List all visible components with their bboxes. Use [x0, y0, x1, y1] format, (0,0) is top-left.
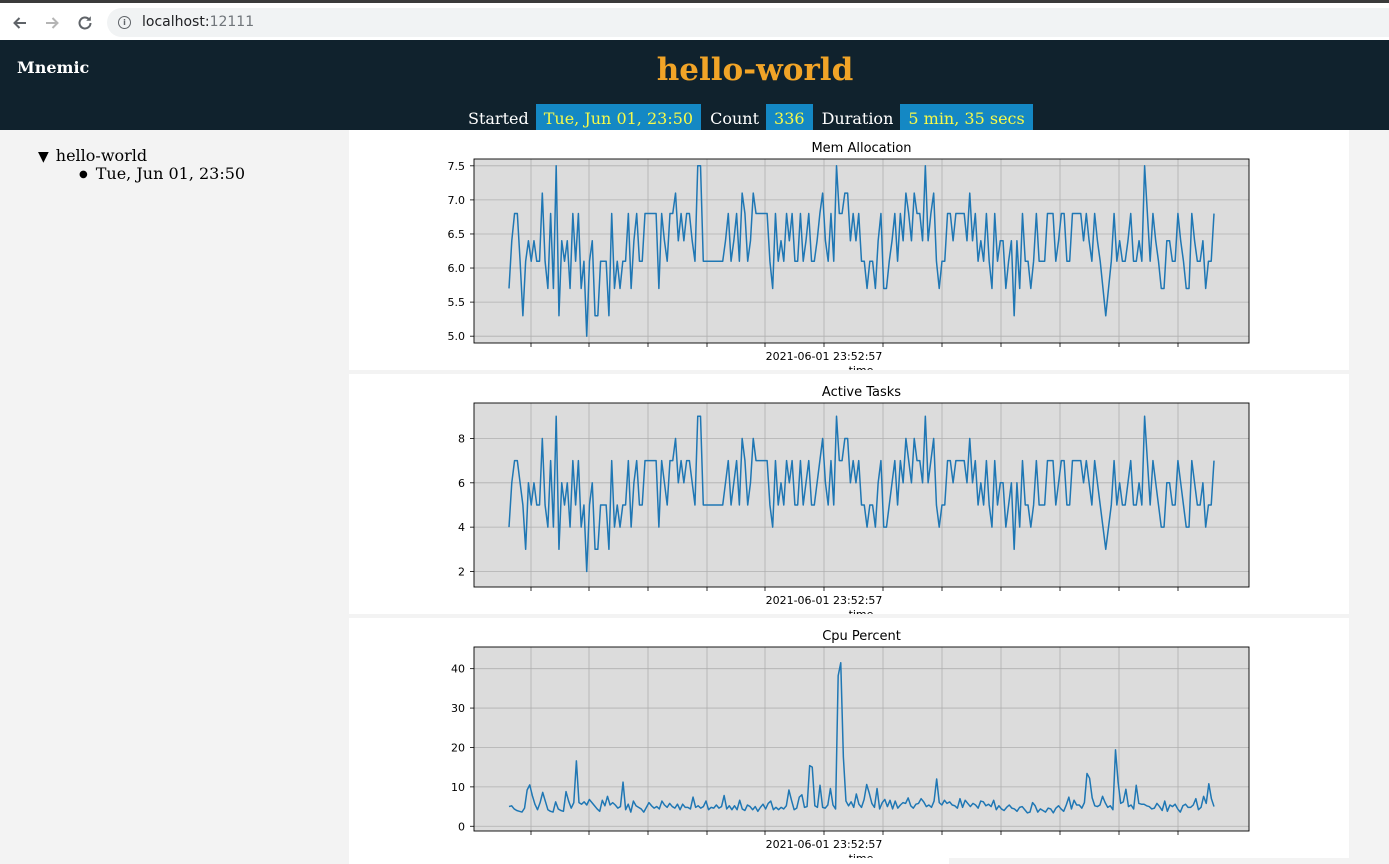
mem-allocation-axes-frame	[473, 158, 1250, 344]
cpu-percent-x-tick-label: 2021-06-01 23:52:57	[766, 838, 883, 851]
cpu-percent-y-tick-label: 10	[451, 781, 465, 794]
url-port: 12111	[209, 14, 255, 30]
cpu-percent-y-tick-label: 20	[451, 741, 465, 754]
tree-item-run-label[interactable]: Tue, Jun 01, 23:50	[95, 164, 246, 183]
active-tasks-y-tick-label: 2	[458, 565, 465, 578]
started-label: Started	[468, 109, 529, 128]
count-label: Count	[710, 109, 760, 128]
count-value: 336	[766, 104, 813, 130]
info-icon[interactable]: i	[118, 16, 131, 29]
sidebar: ▼ hello-world ● Tue, Jun 01, 23:50	[0, 130, 349, 864]
mem-allocation-y-tick-label: 6.0	[448, 262, 466, 275]
active-tasks-title: Active Tasks	[822, 385, 901, 400]
next-chart-panel-edge	[349, 858, 949, 864]
duration-label: Duration	[821, 109, 894, 128]
chart-panel-cpu-percent: 0 10 20 30 40 Cpu Percent 2021-06-01 23:52:57t…	[349, 618, 1349, 858]
cpu-percent-y-tick-label: 0	[458, 820, 465, 833]
chart-panel-mem-allocation: 5.0 5.5 6.0 6.5 7.0 7.5 Mem Allocation 2021-06-…	[349, 130, 1349, 370]
browser-toolbar: i localhost:12111	[0, 0, 1389, 40]
app-header: Mnemic hello-world Started Tue, Jun 01, …	[0, 40, 1389, 130]
cpu-percent-x-axis-label: time	[849, 852, 874, 858]
expand-triangle-icon[interactable]: ▼	[38, 149, 49, 165]
reload-icon[interactable]	[75, 13, 95, 33]
active-tasks-x-tick-label: 2021-06-01 23:52:57	[766, 594, 883, 607]
page-title: hello-world	[656, 52, 854, 88]
active-tasks-chart: 2 4 6 8 Active Tasks 2021-06-01 23:52:57time	[458, 385, 1250, 614]
mem-allocation-y-tick-label: 5.5	[448, 296, 466, 309]
mem-allocation-title: Mem Allocation	[811, 141, 911, 156]
cpu-percent-chart: 0 10 20 30 40 Cpu Percent 2021-06-01 23:52:57t…	[451, 629, 1250, 858]
mem-allocation-y-tick-label: 7.0	[448, 194, 466, 207]
mem-allocation-series-line	[508, 165, 1215, 337]
duration-value: 5 min, 35 secs	[900, 104, 1033, 130]
mem-allocation-y-tick-label: 7.5	[448, 160, 466, 173]
url-text[interactable]: localhost:12111	[142, 14, 254, 30]
active-tasks-x-axis-label: time	[849, 608, 874, 614]
stats-bar: Started Tue, Jun 01, 23:50 Count 336 Dur…	[467, 104, 1033, 130]
cpu-percent-series-line	[508, 662, 1215, 814]
back-icon[interactable]	[10, 13, 30, 33]
cpu-percent-title: Cpu Percent	[822, 629, 901, 644]
cpu-percent-y-tick-label: 40	[451, 663, 465, 676]
mem-allocation-chart: 5.0 5.5 6.0 6.5 7.0 7.5 Mem Allocation 2021-06-…	[448, 141, 1250, 370]
brand-logo[interactable]: Mnemic	[17, 58, 90, 77]
tree-item-hello-world[interactable]: ▼ hello-world	[38, 146, 147, 165]
tree-item-label: hello-world	[55, 146, 148, 165]
active-tasks-y-tick-label: 6	[458, 477, 465, 490]
cpu-percent-y-tick-label: 30	[451, 702, 465, 715]
active-tasks-axes-frame	[473, 402, 1250, 588]
active-tasks-series-line	[508, 415, 1215, 573]
forward-icon[interactable]	[42, 13, 62, 33]
address-bar[interactable]: i localhost:12111	[107, 8, 1389, 37]
mem-allocation-y-tick-label: 5.0	[448, 330, 466, 343]
started-value: Tue, Jun 01, 23:50	[535, 104, 702, 130]
url-host: localhost:	[142, 14, 210, 30]
tree-item-run[interactable]: ● Tue, Jun 01, 23:50	[79, 164, 245, 183]
bullet-icon: ●	[79, 169, 88, 180]
mem-allocation-y-tick-label: 6.5	[448, 228, 466, 241]
cpu-percent-plot-area	[474, 647, 1249, 831]
chart-panel-active-tasks: 2 4 6 8 Active Tasks 2021-06-01 23:52:57time	[349, 374, 1349, 614]
cpu-percent-axes-frame	[473, 646, 1250, 832]
active-tasks-y-tick-label: 4	[458, 521, 465, 534]
mem-allocation-x-axis-label: time	[849, 364, 874, 370]
mem-allocation-x-tick-label: 2021-06-01 23:52:57	[766, 350, 883, 363]
active-tasks-y-tick-label: 8	[458, 432, 465, 445]
